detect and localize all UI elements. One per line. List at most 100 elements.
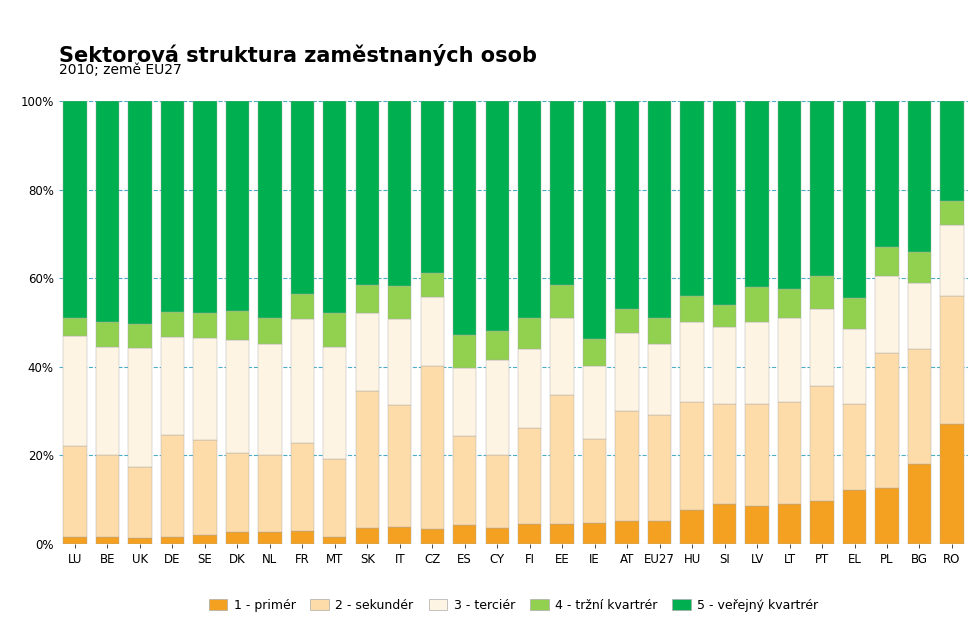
Bar (452, 335, 476, 368)
Bar (810, 502, 832, 544)
Bar (550, 101, 573, 284)
Bar (96, 537, 119, 544)
Bar (258, 344, 281, 455)
Bar (290, 295, 314, 319)
Bar (290, 319, 314, 442)
Bar (258, 455, 281, 532)
Bar (518, 428, 541, 523)
Bar (550, 396, 573, 523)
Bar (226, 453, 249, 532)
Bar (712, 327, 736, 404)
Bar (939, 201, 962, 225)
Bar (128, 468, 151, 538)
Bar (874, 353, 898, 488)
Bar (615, 521, 638, 544)
Bar (842, 329, 866, 404)
Bar (356, 313, 378, 391)
Bar (582, 101, 606, 339)
Bar (452, 368, 476, 437)
Bar (680, 322, 703, 402)
Bar (842, 101, 866, 298)
Text: Sektorová struktura zaměstnaných osob: Sektorová struktura zaměstnaných osob (59, 44, 536, 66)
Bar (356, 528, 378, 544)
Bar (420, 297, 444, 366)
Bar (810, 276, 832, 309)
Bar (128, 324, 151, 348)
Bar (582, 339, 606, 366)
Bar (64, 537, 87, 544)
Bar (226, 340, 249, 453)
Bar (64, 101, 87, 318)
Bar (193, 313, 216, 337)
Bar (322, 347, 346, 459)
Bar (810, 309, 832, 387)
Bar (939, 296, 962, 424)
Bar (452, 437, 476, 525)
Bar (258, 318, 281, 344)
Bar (226, 532, 249, 544)
Bar (485, 360, 508, 455)
Bar (680, 511, 703, 544)
Text: 2010; země EU27: 2010; země EU27 (59, 63, 182, 77)
Bar (388, 527, 411, 544)
Bar (485, 455, 508, 528)
Bar (648, 318, 670, 344)
Bar (907, 349, 930, 464)
Bar (712, 504, 736, 544)
Bar (96, 347, 119, 455)
Bar (322, 537, 346, 544)
Bar (322, 459, 346, 537)
Bar (518, 101, 541, 318)
Bar (193, 535, 216, 544)
Bar (810, 101, 832, 276)
Bar (160, 337, 184, 435)
Bar (518, 318, 541, 349)
Bar (290, 442, 314, 531)
Bar (420, 366, 444, 530)
Bar (388, 319, 411, 406)
Bar (420, 273, 444, 297)
Bar (322, 313, 346, 347)
Bar (874, 488, 898, 544)
Bar (485, 331, 508, 360)
Bar (258, 532, 281, 544)
Bar (322, 101, 346, 313)
Bar (615, 309, 638, 334)
Bar (290, 531, 314, 544)
Bar (648, 415, 670, 521)
Bar (680, 402, 703, 511)
Bar (744, 506, 768, 544)
Bar (96, 322, 119, 347)
Bar (582, 366, 606, 439)
Bar (744, 322, 768, 404)
Bar (680, 101, 703, 296)
Bar (420, 101, 444, 273)
Bar (680, 296, 703, 322)
Bar (582, 439, 606, 523)
Bar (939, 424, 962, 544)
Legend: 1 - primér, 2 - sekundér, 3 - terciér, 4 - tržní kvartrér, 5 - veřejný kvartrér: 1 - primér, 2 - sekundér, 3 - terciér, 4… (203, 594, 823, 617)
Bar (388, 286, 411, 319)
Bar (226, 101, 249, 312)
Bar (96, 101, 119, 322)
Bar (356, 391, 378, 528)
Bar (615, 334, 638, 411)
Bar (874, 101, 898, 247)
Bar (712, 101, 736, 305)
Bar (96, 455, 119, 537)
Bar (842, 404, 866, 490)
Bar (712, 404, 736, 504)
Bar (907, 464, 930, 544)
Bar (485, 101, 508, 331)
Bar (356, 285, 378, 313)
Bar (193, 337, 216, 440)
Bar (874, 247, 898, 276)
Bar (939, 225, 962, 296)
Bar (64, 318, 87, 336)
Bar (518, 523, 541, 544)
Bar (777, 289, 800, 318)
Bar (226, 312, 249, 340)
Bar (452, 525, 476, 544)
Bar (648, 344, 670, 415)
Bar (550, 284, 573, 318)
